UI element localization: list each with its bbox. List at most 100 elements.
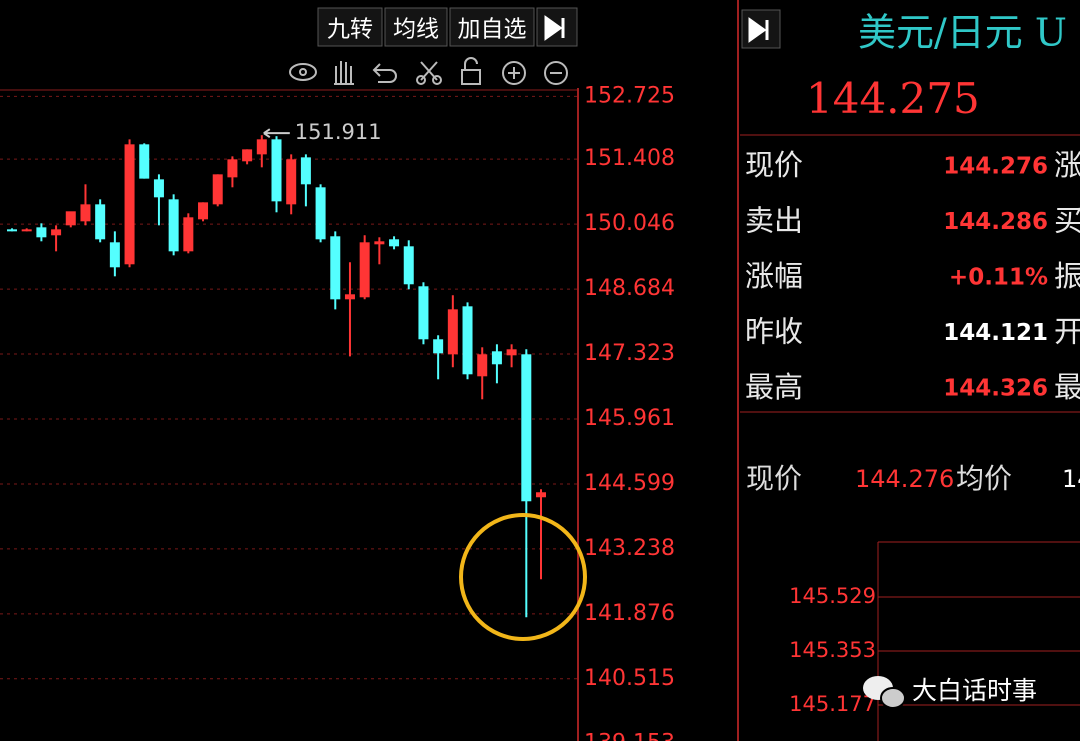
candle-body [212,174,223,205]
highlight-circle [459,513,587,641]
y-tick-label: 145.961 [584,406,675,431]
mini-tick-label: 145.529 [789,584,876,608]
annotation: 151.911 [295,120,382,144]
button-label: 九转 [327,17,373,43]
candle-body [374,241,385,245]
y-tick-label: 151.408 [584,146,675,171]
candle-body [7,229,17,232]
tool-icons [289,57,568,85]
candle-body [80,204,91,222]
row-label: 昨收 [745,315,803,349]
candle-body [139,144,150,179]
panel-price: 144.275 [806,74,980,123]
y-tick-label: 148.684 [584,276,675,301]
row-next-label: 开 [1054,315,1080,349]
minute-avg-label: 均价 [956,462,1012,495]
lock-icon[interactable] [461,69,481,85]
mini-tick-label: 145.177 [789,692,876,716]
candle-body [256,139,267,155]
candle-body [521,354,532,502]
button-label: 均线 [393,17,439,43]
candle-body [124,144,135,265]
candle-body [36,227,47,238]
candle-body [462,306,473,375]
candle-body [389,239,400,247]
zoom-out-icon[interactable] [544,61,568,85]
candle-body [359,242,370,298]
row-label: 卖出 [745,204,803,238]
zoom-in-icon[interactable] [502,61,526,85]
candle-body [153,179,164,198]
watermark: 大白话时事 [912,676,1037,705]
row-value: 144.286 [943,209,1048,235]
candle-body [242,149,253,162]
y-tick-label: 143.238 [584,536,675,561]
candle-body [198,202,209,220]
candle-body [506,349,517,356]
candle-body [344,294,355,300]
plot: 152.725 151.408 150.046 148.684 147.323 145.9… [0,83,675,741]
row-next-label: 买 [1054,204,1080,238]
row-next-label: 涨 [1054,148,1080,182]
hand-icon[interactable] [334,61,354,85]
mini-tick-label: 145.353 [789,638,876,662]
y-tick-label: 141.876 [584,601,675,626]
button[interactable] [384,7,448,47]
candle-body [286,159,297,205]
annotation-arrow [263,128,290,139]
candle-body [491,351,502,365]
undo-icon[interactable] [372,63,397,83]
candle-body [183,217,194,252]
candle-body [271,139,282,202]
quote-rows: 现价 144.276 涨卖出 144.286 买涨幅 +0.11% 振昨收 144.121 开最… [745,148,1080,404]
candle-body [418,286,429,340]
eye-icon[interactable] [289,63,317,81]
candle-body [536,492,546,498]
candle-body [330,236,341,300]
row-value: +0.11% [949,265,1048,291]
panel-title: 美元/日元 U [858,11,1067,55]
candle-body [168,199,179,252]
y-tick-label: 150.046 [584,211,675,236]
cut-handle [432,75,442,85]
candle-body [315,187,326,240]
minute-price: 144.276 [855,465,954,493]
y-tick-label: 139.153 [584,731,675,741]
minute-label: 现价 [746,462,802,495]
button[interactable] [317,7,383,47]
watermark-icon [863,676,906,709]
candle-body [433,339,444,354]
row-next-label: 最 [1054,370,1080,404]
mini-chart: 145.529 145.353 145.177 [789,584,1080,716]
candle-body [300,157,311,185]
y-tick-label: 144.599 [584,471,675,496]
row-label: 最高 [745,370,803,404]
row-value: 144.276 [943,154,1048,180]
row-label: 涨幅 [745,259,803,293]
candle-body [109,242,120,268]
candle-body [51,229,62,236]
eye-pupil [299,68,307,76]
y-tick-label: 140.515 [584,666,675,691]
candle-body [227,159,238,178]
candle-body [21,229,32,232]
button-label: 加自选 [458,17,527,43]
row-label: 现价 [745,148,803,182]
row-value: 144.121 [943,320,1048,346]
row-value: 144.326 [943,376,1048,402]
minute-avg: 14 [1062,465,1080,493]
row-next-label: 振 [1054,259,1080,293]
candle-body [65,211,76,226]
button[interactable] [449,7,535,47]
zoom-in-plus [508,67,520,79]
expand-icon[interactable] [748,17,769,43]
collapse-icon[interactable] [544,15,565,41]
y-tick-label: 152.725 [584,83,675,108]
candle-body [477,354,488,377]
candle-body [403,246,414,285]
candle-body [95,204,106,240]
cut-handle [416,75,426,85]
lock-shackle [464,57,478,70]
